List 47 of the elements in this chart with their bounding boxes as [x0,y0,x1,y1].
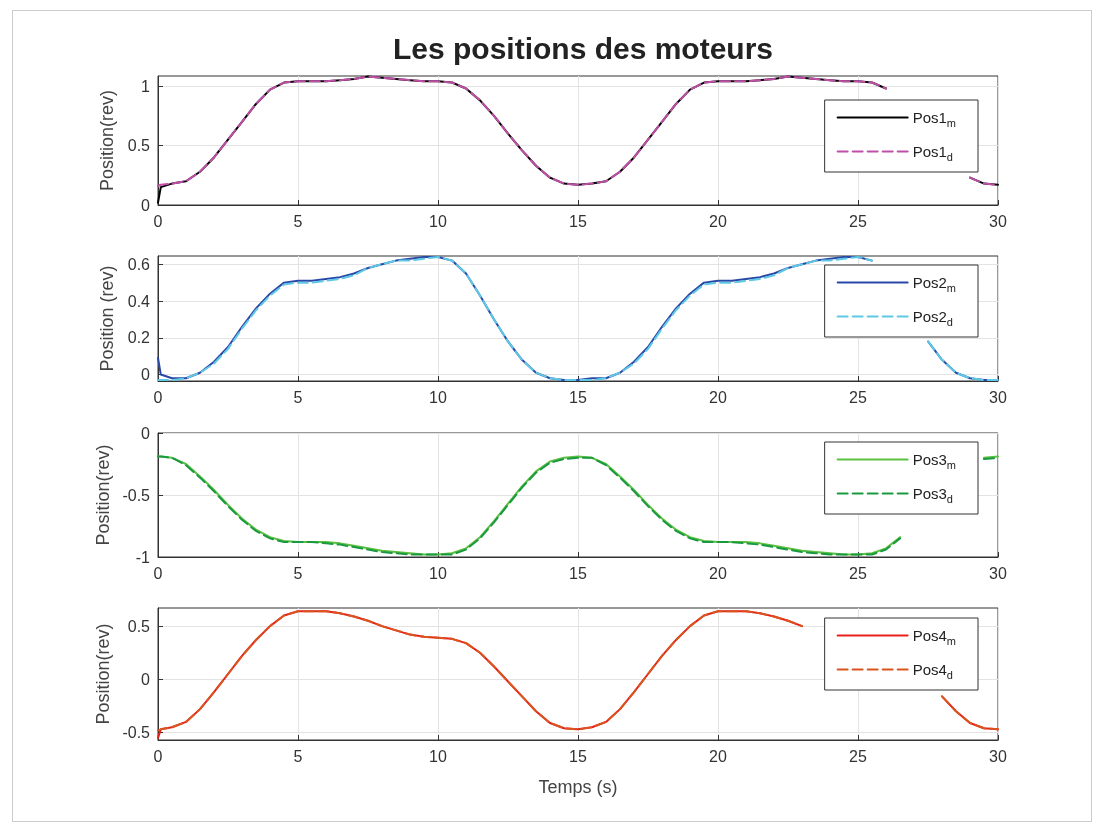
x-tick-label: 0 [153,388,163,406]
y-tick-label: -0.5 [122,724,151,742]
x-axis-title: Temps (s) [538,777,618,797]
x-tick-label: 20 [709,564,727,582]
x-tick-label: 15 [569,388,587,406]
y-axis-title: Position (rev) [97,265,117,372]
x-tick-label: 30 [989,388,1007,406]
x-tick-label: 5 [293,747,303,765]
x-tick-label: 10 [429,564,447,582]
y-tick-label: 0 [141,196,151,214]
chart-title: Les positions des moteurs [392,31,774,65]
x-tick-label: 0 [153,212,163,230]
x-tick-label: 30 [989,212,1007,230]
y-tick-label: 0.5 [127,617,151,635]
y-tick-label: 0.4 [127,292,151,310]
x-tick-label: 25 [849,212,867,230]
x-tick-label: 5 [293,212,303,230]
x-tick-label: 20 [709,212,727,230]
x-tick-label: 0 [153,564,163,582]
y-tick-label: 0 [141,670,151,688]
y-axis-title: Position(rev) [92,444,113,546]
y-tick-label: 0 [141,424,151,442]
x-tick-label: 25 [849,747,867,765]
x-tick-label: 0 [153,747,163,765]
x-tick-label: 30 [989,747,1007,765]
x-tick-label: 25 [849,564,867,582]
y-tick-label: -1 [135,548,151,566]
x-tick-label: 5 [293,388,303,406]
x-tick-label: 15 [569,564,587,582]
x-tick-label: 15 [569,747,587,765]
x-tick-label: 10 [429,747,447,765]
x-tick-label: 15 [569,212,587,230]
y-tick-label: 0 [141,366,151,384]
x-tick-label: 10 [429,388,447,406]
y-tick-label: 0.6 [127,255,151,273]
x-tick-label: 20 [709,747,727,765]
x-tick-label: 20 [709,388,727,406]
y-tick-label: 0.2 [127,329,151,347]
x-tick-label: 5 [293,564,303,582]
y-axis-title: Position(rev) [92,623,113,725]
y-axis-title: Position(rev) [97,89,117,192]
y-tick-label: 0.5 [127,137,151,155]
y-tick-label: 1 [141,77,151,95]
y-tick-label: -0.5 [122,486,151,504]
x-tick-label: 10 [429,212,447,230]
x-tick-label: 25 [849,388,867,406]
x-tick-label: 30 [989,564,1007,582]
